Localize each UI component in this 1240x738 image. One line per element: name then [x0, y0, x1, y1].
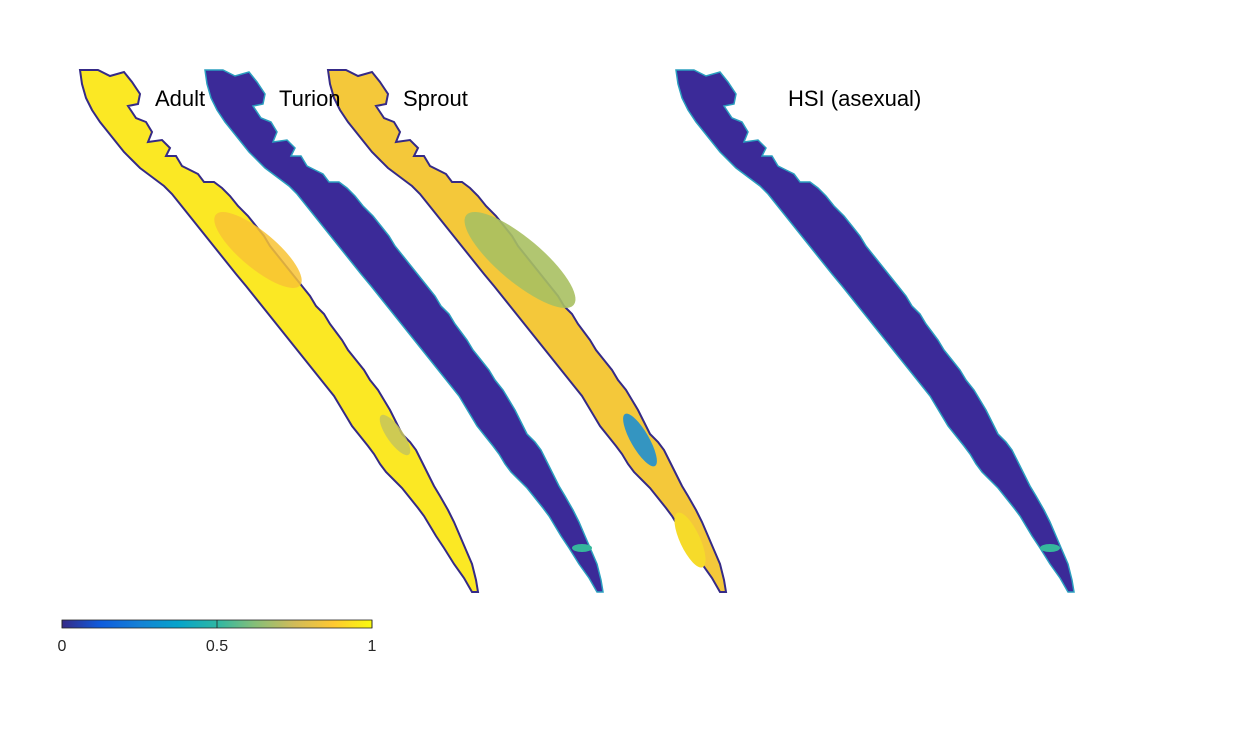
panel-hsi — [675, 69, 1075, 593]
hsi-edge-patch — [1040, 544, 1060, 552]
sprout-tail-region — [674, 512, 706, 568]
panel-sprout — [327, 69, 727, 593]
sprout-core-region — [464, 211, 576, 309]
panel-title-turion: Turion — [279, 86, 341, 111]
colorbar-label-0: 0 — [57, 638, 67, 655]
adult-lower-region — [379, 414, 411, 456]
panel-title-adult: Adult — [155, 86, 206, 111]
panel-adult — [79, 69, 479, 593]
colorbar-label-1: 1 — [367, 638, 377, 655]
colorbar — [61, 619, 373, 629]
panel-title-hsi: HSI (asexual) — [788, 86, 922, 111]
colorbar-label-0-5: 0.5 — [205, 638, 229, 655]
adult-core-region — [214, 212, 302, 288]
turion-edge-patch — [572, 544, 592, 552]
panel-title-sprout: Sprout — [403, 86, 468, 111]
panel-turion — [204, 69, 604, 593]
sprout-lower-region — [623, 413, 657, 467]
